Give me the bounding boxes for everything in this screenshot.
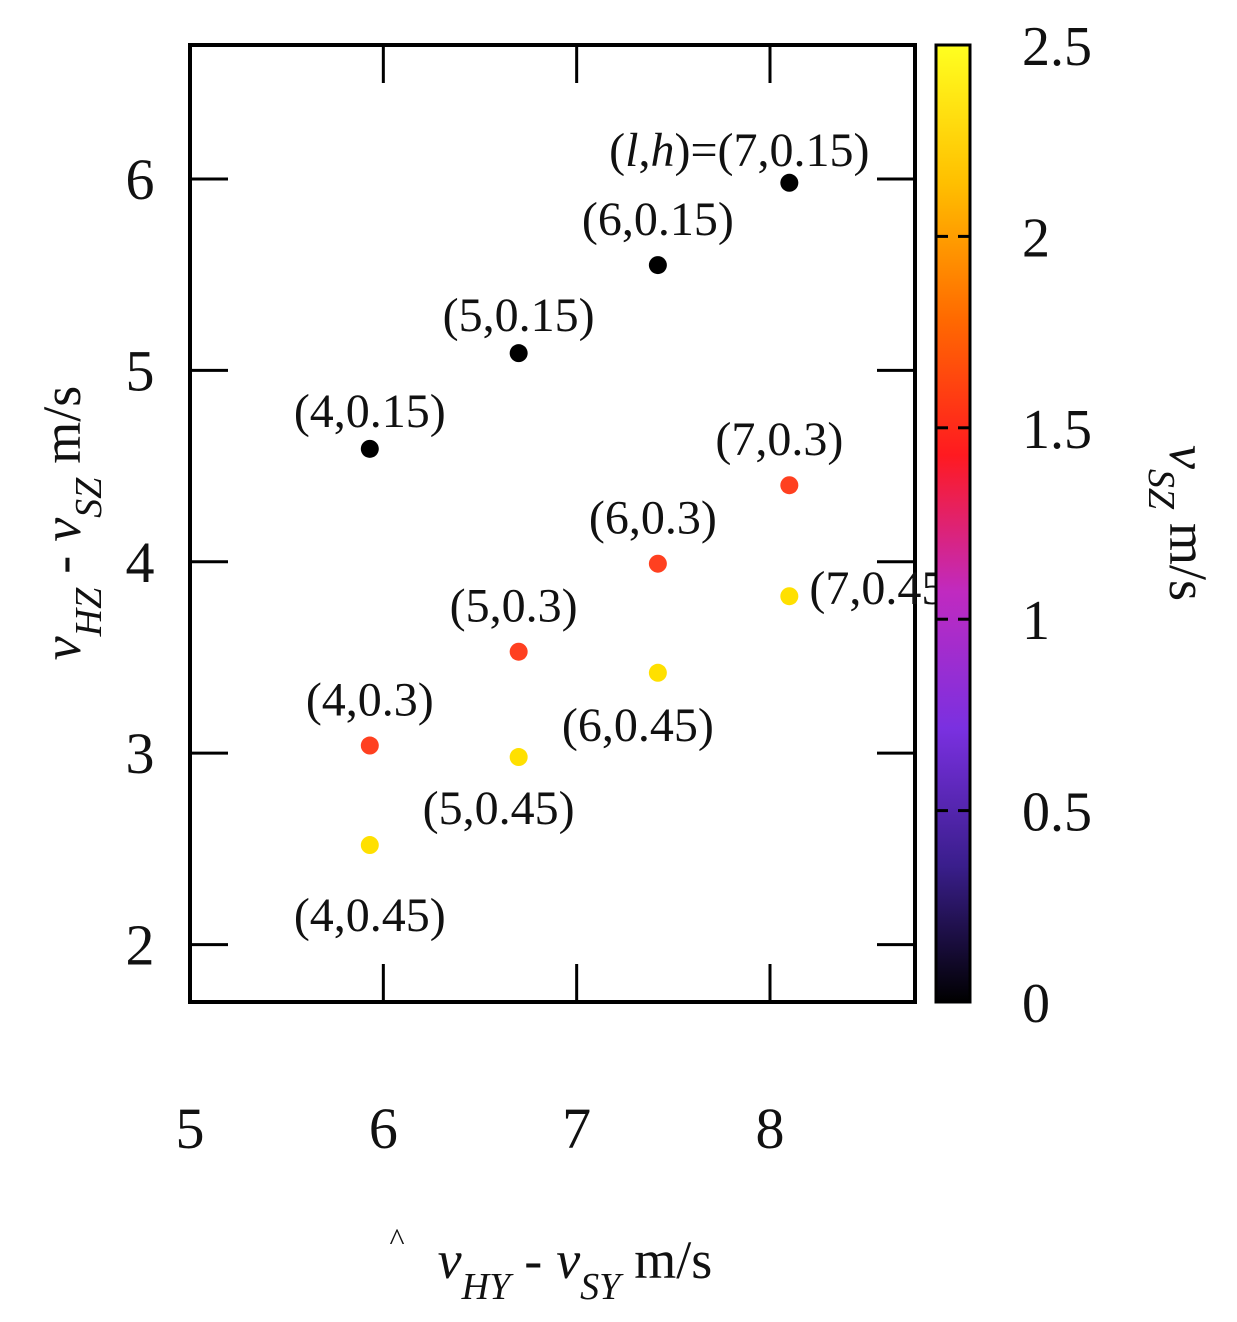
colorbar-tick-label: 0	[1022, 973, 1050, 1035]
point-label: (7,0.3)	[715, 413, 843, 466]
colorbar-tick-label: 2.5	[1022, 16, 1092, 78]
data-point	[780, 173, 799, 192]
colorbar-tick-label: 1.5	[1022, 399, 1092, 461]
point-label: (5,0.15)	[443, 289, 595, 342]
data-point	[780, 587, 799, 606]
point-label: (6,0.3)	[589, 492, 717, 545]
point-label: (5,0.45)	[423, 782, 575, 835]
x-axis-hat: ^	[389, 1221, 404, 1257]
data-point	[509, 748, 528, 767]
x-tick-label: 5	[176, 1096, 205, 1161]
point-label: (4,0.15)	[294, 385, 446, 438]
plot-frame	[188, 43, 917, 1004]
point-labels: (l,h)=(7,0.15) (6,0.15) (5,0.15) (4,0.15) (7…	[294, 124, 961, 942]
colorbar-tick-label: 0.5	[1022, 782, 1092, 844]
point-label: (l,h)=(7,0.15)	[609, 124, 869, 177]
data-point	[648, 256, 667, 275]
x-axis-title: vHY - vSY m/s	[438, 1230, 713, 1308]
y-tick-label: 2	[126, 913, 155, 978]
colorbar-ticks	[936, 43, 970, 1004]
y-tick-label: 5	[126, 338, 155, 403]
colorbar	[934, 43, 972, 1004]
x-tick-label: 6	[369, 1096, 398, 1161]
data-point	[648, 554, 667, 573]
point-label: (6,0.45)	[562, 699, 714, 752]
y-axis-title: vHZ-vSZm/s	[32, 386, 110, 661]
data-point	[360, 836, 379, 855]
x-tick-label: 7	[562, 1096, 591, 1161]
data-point	[360, 736, 379, 755]
point-label: (5,0.3)	[450, 580, 578, 633]
data-point	[780, 476, 799, 495]
colorbar-tick-label: 1	[1022, 590, 1050, 652]
data-points	[360, 173, 799, 855]
data-point	[509, 344, 528, 363]
point-label: (4,0.45)	[294, 889, 446, 942]
y-tick-label: 4	[126, 530, 155, 595]
data-point	[360, 439, 379, 458]
data-point	[509, 642, 528, 661]
y-tick-label: 3	[126, 721, 155, 786]
axis-ticks	[190, 45, 915, 1002]
point-label: (4,0.3)	[306, 674, 434, 727]
colorbar-tick-label: 2	[1022, 207, 1050, 269]
colorbar-tick-labels: 0 0.5 1 1.5 2 2.5	[1022, 16, 1092, 1035]
axis-tick-labels: 2 3 4 5 6 5 6 7 8	[126, 147, 785, 1161]
x-tick-label: 8	[756, 1096, 785, 1161]
colorbar-title: vSZm/s	[1140, 445, 1218, 601]
y-tick-label: 6	[126, 147, 155, 212]
point-label: (6,0.15)	[582, 193, 734, 246]
data-point	[648, 663, 667, 682]
